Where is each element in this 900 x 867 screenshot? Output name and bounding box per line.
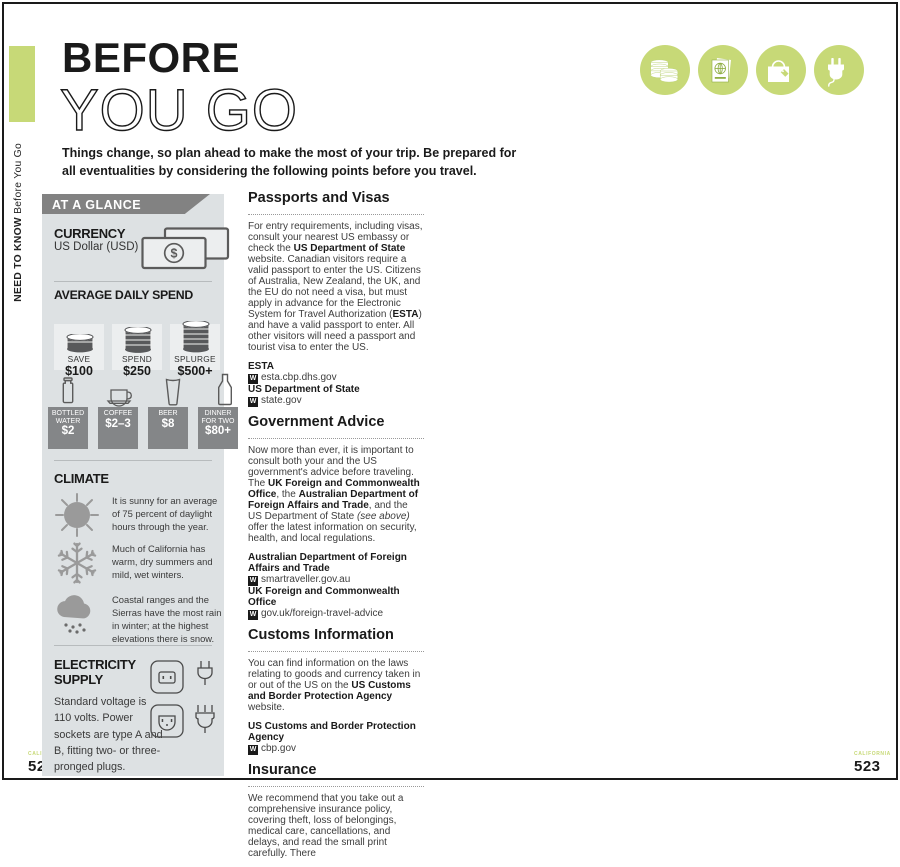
- svg-text:$: $: [171, 247, 178, 261]
